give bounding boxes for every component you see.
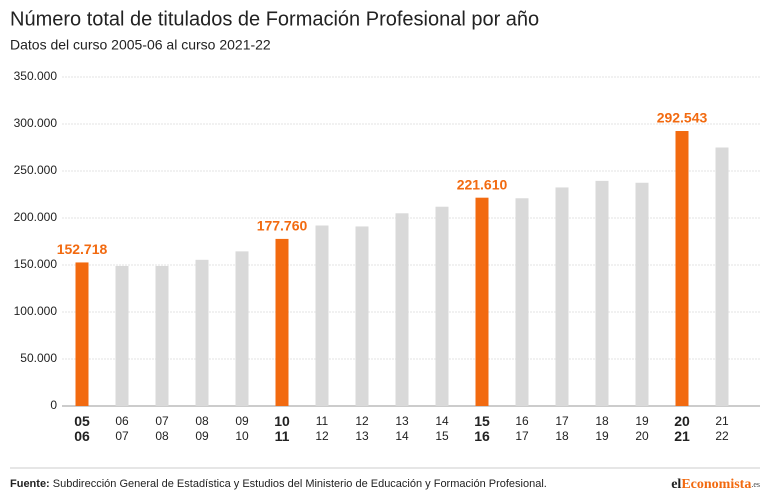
bar [715,147,729,406]
x-tick-label: 05 06 [74,413,90,444]
x-tick-label: 08 09 [195,414,209,443]
chart-subtitle: Datos del curso 2005-06 al curso 2021-22 [10,37,271,53]
bar [555,187,569,406]
y-tick-label: 0 [50,398,57,412]
x-tick-label: 10 11 [274,413,290,444]
x-tick-label: 17 18 [555,414,569,443]
x-tick-label: 07 08 [155,414,169,443]
bar [435,206,449,406]
y-tick-label: 50.000 [20,351,57,365]
x-tick-label: 15 16 [474,413,490,444]
value-label: 292.543 [657,110,708,126]
source-label: Fuente: [10,478,50,490]
y-tick-label: 150.000 [14,257,58,271]
x-tick-label: 14 15 [435,414,449,443]
bar [315,225,329,406]
y-tick-label: 250.000 [14,163,58,177]
x-tick-label: 09 10 [235,414,249,443]
bar [475,197,489,406]
source-text: Subdirección General de Estadística y Es… [53,478,547,490]
chart-title: Número total de titulados de Formación P… [10,8,539,30]
bar [635,182,649,406]
bar [155,265,169,406]
logo-part: el [671,477,681,492]
source: Fuente: Subdirección General de Estadíst… [10,478,547,490]
bar [115,265,129,406]
x-tick-label: 11 12 [315,414,329,443]
bar [75,262,89,406]
bar [595,180,609,406]
y-tick-label: 100.000 [14,304,58,318]
logo-part: Economista [681,477,751,492]
x-tick-label: 12 13 [355,414,369,443]
x-tick-label: 21 22 [715,414,729,443]
x-tick-label: 20 21 [674,413,690,444]
x-tick-label: 18 19 [595,414,609,443]
value-label: 177.760 [257,218,308,234]
x-tick-label: 06 07 [115,414,129,443]
bar [235,251,249,406]
x-tick-label: 16 17 [515,414,529,443]
logo: elEconomista.es [671,477,760,492]
bar [355,226,369,406]
y-tick-label: 300.000 [14,116,58,130]
bar [395,213,409,406]
y-tick-label: 350.000 [14,69,58,83]
bar [675,131,689,406]
bar [275,238,289,406]
x-tick-label: 13 14 [395,414,409,443]
bar [195,259,209,406]
y-tick-label: 200.000 [14,210,58,224]
logo-part: .es [751,480,760,489]
x-tick-label: 19 20 [635,414,649,443]
value-label: 152.718 [57,241,108,257]
bar [515,198,529,406]
value-label: 221.610 [457,176,508,192]
